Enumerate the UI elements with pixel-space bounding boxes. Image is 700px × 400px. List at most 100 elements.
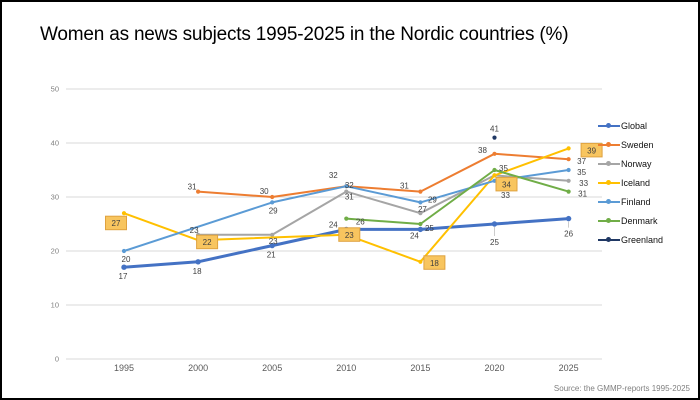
data-point-sweden <box>566 157 571 162</box>
data-label-finland: 29 <box>269 206 278 215</box>
legend-line-marker-icon <box>598 218 620 223</box>
data-point-denmark <box>418 221 423 227</box>
legend-item-global: Global <box>598 116 663 135</box>
highlighted-label-box <box>105 215 127 231</box>
data-label-norway: 23 <box>269 237 278 246</box>
data-point-finland <box>121 248 127 254</box>
data-label-sweden: 31 <box>188 183 197 192</box>
data-label-norway: 23 <box>190 226 199 235</box>
data-point-sweden <box>196 189 201 194</box>
data-point-denmark <box>492 167 497 173</box>
data-point-finland <box>344 184 349 189</box>
legend-item-norway: Norway <box>598 154 663 173</box>
data-point-finland <box>566 167 571 173</box>
data-point-iceland <box>418 259 423 264</box>
data-label-finland: 33 <box>501 191 510 200</box>
data-label-sweden: 32 <box>345 181 354 190</box>
data-label-greenland: 41 <box>490 125 499 134</box>
data-label-sweden: 31 <box>400 182 409 191</box>
data-point-global <box>269 242 275 249</box>
legend-label: Norway <box>621 158 652 169</box>
source-note: Source: the GMMP-reports 1995-2025 <box>553 384 690 393</box>
data-label-norway: 31 <box>345 193 354 202</box>
data-label-denmark: 31 <box>578 190 587 199</box>
highlighted-label-box <box>423 255 446 270</box>
y-tick-label: 50 <box>51 85 59 94</box>
x-tick-label: 1995 <box>114 363 134 373</box>
legend-line-marker-icon <box>598 199 620 204</box>
x-tick-label: 2020 <box>484 363 504 373</box>
x-tick-label: 2015 <box>410 363 430 373</box>
highlighted-label-box <box>580 142 603 158</box>
data-label-sweden: 38 <box>478 146 487 155</box>
data-label-norway: 27 <box>418 205 427 214</box>
legend-line-marker-icon <box>598 161 620 166</box>
data-label-denmark: 26 <box>356 218 365 227</box>
legend-item-finland: Finland <box>598 192 663 211</box>
legend-label: Denmark <box>621 215 658 226</box>
legend-dot-icon <box>606 237 611 242</box>
data-label-global: 24 <box>410 231 419 240</box>
data-point-denmark <box>566 189 571 194</box>
data-label-denmark: 25 <box>425 224 434 233</box>
data-point-finland <box>270 200 275 205</box>
y-tick-label: 40 <box>51 139 59 148</box>
legend-label: Sweden <box>621 139 654 150</box>
legend-dot-icon <box>606 180 611 185</box>
data-point-finland <box>418 200 423 205</box>
y-tick-label: 0 <box>55 355 59 364</box>
legend-line-marker-icon <box>598 237 620 242</box>
x-tick-label: 2005 <box>262 363 282 373</box>
data-label-finland: 20 <box>122 255 131 264</box>
data-point-norway <box>344 189 349 194</box>
legend-label: Global <box>621 120 648 131</box>
legend-item-iceland: Iceland <box>598 173 663 192</box>
series-line-denmark <box>345 169 570 225</box>
data-point-sweden <box>492 151 497 156</box>
data-label-global: 17 <box>119 272 128 281</box>
data-point-global <box>417 226 424 233</box>
legend-dot-icon <box>606 123 611 128</box>
x-tick-label: 2010 <box>336 363 356 373</box>
data-label-iceland: 34 <box>502 180 511 189</box>
series-line-norway <box>197 174 570 236</box>
data-label-sweden: 37 <box>577 157 586 166</box>
legend-item-sweden: Sweden <box>598 135 663 154</box>
highlighted-label-box <box>196 234 219 250</box>
data-label-finland: 35 <box>577 168 586 177</box>
legend-item-denmark: Denmark <box>598 211 663 230</box>
legend-dot-icon <box>606 199 611 204</box>
x-tick-label: 2025 <box>559 363 579 373</box>
data-point-global <box>121 264 127 270</box>
data-label-global: 25 <box>490 238 499 247</box>
legend-label: Greenland <box>621 234 664 245</box>
legend-line-marker-icon <box>598 123 620 128</box>
data-label-global: 18 <box>193 267 202 276</box>
data-label-global: 26 <box>564 230 573 239</box>
legend-label: Finland <box>621 196 651 207</box>
data-point-global <box>491 221 498 227</box>
highlighted-label-box <box>338 227 361 242</box>
data-label-iceland: 23 <box>345 231 354 240</box>
legend-dot-icon <box>606 142 611 147</box>
legend-line-marker-icon <box>598 180 620 185</box>
y-tick-label: 20 <box>51 247 59 256</box>
legend-dot-icon <box>606 161 611 166</box>
data-point-sweden <box>418 189 423 194</box>
data-label-iceland: 39 <box>587 146 596 155</box>
data-point-sweden <box>270 194 275 200</box>
data-point-iceland <box>492 173 497 178</box>
data-point-norway <box>418 211 423 216</box>
data-point-iceland <box>121 211 127 216</box>
data-label-denmark: 35 <box>499 164 508 173</box>
data-point-norway <box>270 232 275 237</box>
data-label-global: 24 <box>329 220 338 229</box>
data-point-global <box>565 215 572 222</box>
data-label-iceland: 22 <box>203 238 212 247</box>
series-line-iceland <box>123 147 570 263</box>
legend-label: Iceland <box>621 177 651 188</box>
chart-legend: Global Sweden Norway Iceland Finland Denmark G… <box>598 116 663 249</box>
y-tick-label: 30 <box>51 193 59 202</box>
